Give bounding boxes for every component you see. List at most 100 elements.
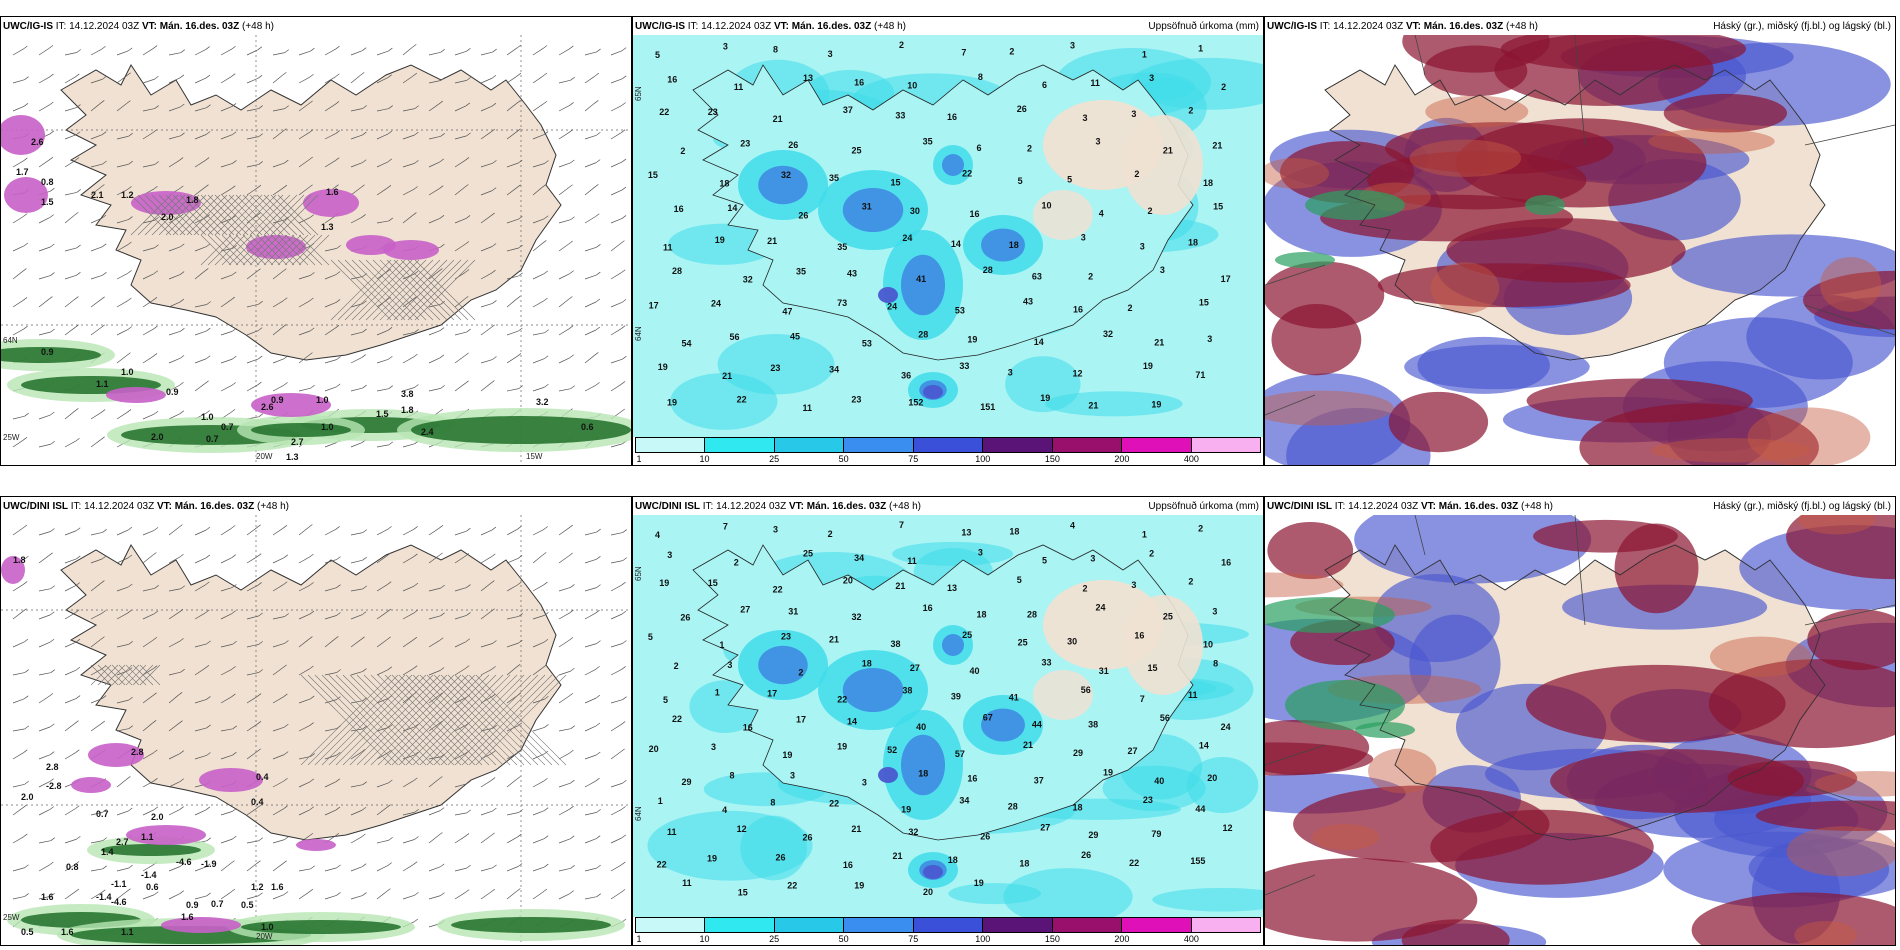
wind-barb-flag	[595, 722, 601, 727]
field-area	[1311, 823, 1380, 851]
precip-value: 23	[708, 107, 718, 117]
wind-barb-flag	[440, 753, 446, 758]
wind-barb-flag	[570, 584, 575, 588]
wind-barb-flag	[570, 779, 575, 784]
field-area	[1401, 919, 1510, 945]
wind-barb-flag	[310, 272, 315, 276]
precip-value: 3	[667, 550, 672, 560]
wind-barb-flag	[414, 892, 419, 896]
wind-barb-flag	[620, 721, 626, 725]
wind-barb-flag	[205, 554, 211, 559]
wind-barb	[558, 187, 569, 196]
wind-barb	[298, 668, 310, 676]
wind-barb	[506, 218, 519, 224]
wind-barb-flag	[154, 891, 159, 896]
wind-barb	[64, 891, 76, 900]
wind-barb-flag	[283, 693, 288, 698]
precip-value: 73	[837, 298, 847, 308]
wind-barb	[402, 134, 415, 140]
wind-barb	[324, 615, 337, 620]
wind-barb-flag	[100, 100, 105, 104]
wind-barb	[246, 840, 259, 844]
wind-barb	[168, 52, 181, 56]
precip-value: 15	[890, 177, 900, 187]
wind-barb-flag	[232, 160, 237, 164]
wind-barb	[64, 215, 75, 224]
wind-barb-flag	[386, 636, 391, 641]
value-label: 2.6	[261, 402, 274, 412]
wind-barb-flag	[544, 383, 549, 388]
wind-barb-flag	[231, 103, 237, 107]
wind-barb-flag	[335, 271, 341, 275]
wind-barb-flag	[464, 269, 470, 273]
wind-barb-flag	[622, 696, 627, 700]
wind-barb-flag	[206, 863, 211, 868]
field-area	[717, 333, 835, 395]
precip-value: 19	[667, 397, 677, 407]
hatch-line	[330, 259, 392, 321]
wind-barb-flag	[620, 408, 625, 413]
wind-barb	[90, 531, 103, 536]
wind-barb	[64, 107, 77, 112]
wind-barb	[194, 304, 207, 308]
wind-barb-flag	[231, 185, 236, 190]
wind-barb-flag	[464, 296, 469, 300]
precip-value: 8	[978, 72, 983, 82]
wind-barb-flag	[309, 214, 314, 219]
wind-barb-flag	[50, 892, 55, 897]
axis-label: 65N	[634, 86, 643, 101]
wind-barb-flag	[284, 640, 289, 644]
wind-barb-flag	[336, 751, 341, 756]
precip-value: 21	[767, 236, 777, 246]
wind-barb-flag	[336, 584, 341, 588]
wind-barb-flag	[361, 833, 366, 838]
wind-barb-flag	[544, 215, 549, 220]
value-label: 2.4	[421, 427, 434, 437]
wind-barb-flag	[128, 696, 133, 701]
precip-value: 4	[655, 530, 660, 540]
wind-barb-flag	[516, 353, 522, 357]
wind-barb	[428, 135, 441, 140]
wind-barb-flag	[544, 724, 549, 728]
wind-barb-flag	[76, 244, 81, 249]
wind-barb	[168, 641, 180, 648]
value-label: 1.2	[121, 190, 134, 200]
colorbar-swatch	[705, 438, 775, 452]
wind-barb-flag	[594, 184, 599, 188]
wind-barb	[506, 103, 517, 112]
hatch-line	[249, 194, 291, 236]
wind-barb	[428, 330, 441, 336]
wind-barb-flag	[101, 610, 106, 614]
wind-barb	[454, 187, 465, 196]
field-area	[251, 423, 351, 437]
wind-barb	[454, 218, 467, 224]
wind-barb-flag	[178, 720, 183, 724]
wind-barb	[428, 779, 439, 788]
wind-barb-flag	[179, 890, 184, 894]
precip-value: 1	[1142, 50, 1147, 60]
hatch-line	[475, 674, 567, 766]
wind-barb-flag	[518, 327, 523, 332]
precip-value: 18	[1073, 802, 1083, 812]
wind-barb	[220, 613, 232, 620]
wind-barb	[350, 108, 363, 112]
wind-barb	[558, 555, 569, 564]
wind-barb-flag	[516, 184, 521, 189]
wind-barb	[324, 160, 336, 168]
wind-barb-flag	[491, 526, 497, 531]
wind-barb	[194, 755, 207, 760]
wind-barb-flag	[205, 74, 211, 79]
wind-barb-flag	[438, 100, 444, 105]
wind-barb-flag	[362, 668, 367, 672]
wind-barb-flag	[258, 133, 263, 137]
wind-barb-flag	[543, 750, 549, 755]
precip-value: 11	[1188, 690, 1198, 700]
precip-value: 3	[1207, 334, 1212, 344]
precip-value: 1	[1198, 44, 1203, 54]
colorbar-swatch	[636, 918, 706, 932]
wind-barb	[12, 300, 24, 308]
field-area	[668, 223, 778, 265]
wind-barb	[90, 698, 103, 704]
precip-value: 19	[967, 335, 977, 345]
wind-barb-flag	[438, 832, 443, 836]
